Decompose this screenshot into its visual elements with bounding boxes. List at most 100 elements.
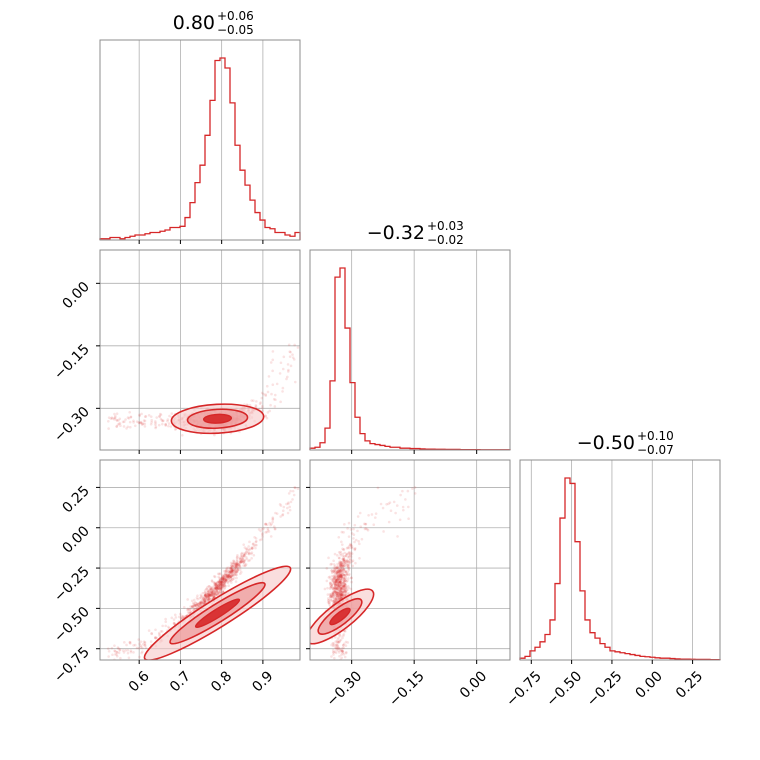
sample-point	[345, 580, 348, 583]
sample-point	[332, 570, 335, 573]
sample-point	[348, 554, 351, 557]
sample-point	[210, 592, 213, 595]
sample-point	[343, 560, 346, 563]
sample-point	[325, 579, 329, 583]
sample-point	[330, 643, 333, 647]
sample-point	[168, 414, 171, 418]
sample-point	[191, 605, 194, 609]
sample-point	[224, 572, 227, 575]
sample-point	[216, 572, 220, 576]
sample-point	[251, 546, 254, 550]
sample-point	[240, 560, 243, 563]
sample-point	[339, 564, 343, 567]
sample-point	[208, 597, 212, 600]
sample-point	[218, 580, 222, 583]
sample-point	[337, 596, 341, 599]
sample-point	[208, 593, 211, 597]
sample-point	[339, 564, 343, 567]
sample-point	[232, 559, 235, 563]
sample-point	[338, 561, 341, 565]
sample-point	[211, 585, 215, 589]
sample-point	[336, 591, 340, 595]
sample-point	[334, 581, 338, 584]
sample-point	[334, 580, 338, 583]
sample-point	[265, 530, 269, 534]
sample-point	[335, 578, 339, 582]
sample-point	[190, 599, 194, 603]
sample-point	[220, 583, 224, 587]
sample-point	[333, 552, 337, 556]
sample-point	[336, 582, 340, 586]
sample-point	[331, 592, 335, 596]
sample-point	[337, 580, 341, 584]
sample-point	[258, 538, 262, 542]
sample-point	[343, 581, 346, 585]
sample-point	[186, 611, 190, 614]
sample-point	[208, 594, 211, 597]
sample-point	[328, 581, 332, 585]
sample-point	[342, 558, 346, 562]
sample-point	[233, 570, 237, 574]
sample-point	[329, 594, 333, 598]
sample-point	[219, 577, 223, 580]
sample-point	[350, 545, 354, 548]
sample-point	[342, 653, 346, 656]
sample-point	[243, 559, 246, 563]
sample-point	[339, 594, 343, 598]
sample-point	[217, 581, 221, 584]
sample-point	[266, 390, 270, 394]
sample-point	[338, 570, 341, 574]
sample-point	[335, 575, 339, 579]
sample-point	[150, 418, 154, 422]
sample-point	[337, 570, 340, 573]
sample-point	[223, 579, 227, 583]
sample-point	[343, 589, 346, 592]
sample-point	[259, 401, 262, 404]
sample-point	[225, 569, 229, 572]
sample-point	[227, 568, 231, 572]
sample-point	[288, 505, 292, 509]
sample-point	[387, 520, 391, 524]
sample-point	[335, 566, 339, 569]
sample-point	[340, 562, 344, 566]
sample-point	[117, 419, 120, 422]
sample-point	[230, 581, 233, 584]
sample-point	[221, 578, 225, 582]
sample-point	[337, 647, 341, 650]
sample-point	[343, 579, 347, 582]
sample-point	[273, 393, 277, 397]
sample-point	[158, 412, 162, 416]
sample-point	[270, 392, 273, 396]
sample-point	[231, 578, 235, 581]
sample-point	[336, 578, 339, 581]
sample-point	[262, 392, 265, 396]
sample-point	[413, 492, 417, 495]
sample-point	[143, 643, 147, 647]
sample-point	[336, 578, 339, 582]
sample-point	[139, 645, 143, 649]
sample-point	[196, 597, 199, 601]
sample-point	[340, 578, 343, 582]
sample-point	[334, 587, 338, 591]
sample-point	[401, 489, 404, 493]
sample-point	[335, 592, 338, 595]
sample-point	[342, 559, 346, 563]
sample-point	[248, 558, 252, 562]
sample-point	[142, 419, 146, 422]
sample-point	[117, 422, 121, 426]
sample-point	[212, 593, 216, 596]
sample-point	[224, 578, 228, 582]
sample-point	[190, 604, 194, 608]
sample-point	[337, 633, 341, 637]
sample-point	[257, 528, 261, 531]
sample-point	[346, 641, 350, 644]
sample-point	[331, 599, 335, 603]
sample-point	[354, 547, 357, 550]
sample-point	[235, 570, 239, 574]
sample-point	[215, 586, 219, 590]
sample-point	[235, 563, 239, 567]
sample-point	[333, 587, 337, 591]
sample-point	[218, 586, 222, 589]
sample-point	[336, 580, 340, 583]
sample-point	[343, 590, 346, 594]
